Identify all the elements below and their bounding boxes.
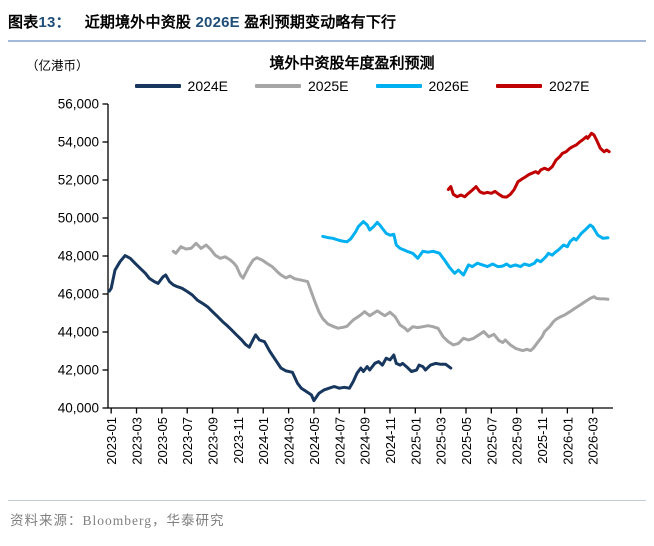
y-axis-tick-label: 48,000 (58, 249, 99, 264)
legend-item-2027e: 2027E (495, 78, 590, 94)
y-axis-tick-label: 42,000 (58, 363, 99, 378)
x-axis-tick-label: 2025-11 (535, 417, 550, 464)
y-axis-tick-label: 56,000 (58, 97, 99, 112)
figure-header: 图表13： 近期境外中资股 2026E 盈利预期变动略有下行 (8, 11, 646, 32)
y-axis-tick-label: 50,000 (58, 211, 99, 226)
axis-lines (107, 104, 613, 409)
x-axis-tick-label: 2026-03 (586, 417, 601, 465)
x-axis-tick-label: 2023-09 (206, 417, 221, 465)
legend-label-2024e: 2024E (187, 78, 229, 94)
y-axis-tick-label: 44,000 (58, 325, 99, 340)
legend-line-swatch-2026e (375, 84, 422, 88)
x-axis-tick-label: 2024-09 (358, 417, 373, 465)
header-divider-line (8, 40, 646, 42)
x-axis-tick-label: 2023-05 (155, 417, 170, 465)
x-axis-tick-label: 2025-03 (434, 417, 449, 465)
x-axis-tick-label: 2025-05 (459, 417, 474, 465)
legend-label-2026e: 2026E (428, 78, 469, 94)
x-axis-tick-label: 2024-05 (307, 417, 322, 465)
x-axis-tick-label: 2023-11 (231, 417, 246, 464)
figure-label-prefix: 图表 (8, 14, 39, 31)
legend-item-2025e: 2025E (255, 78, 349, 94)
legend-line-swatch-2027e (495, 84, 542, 88)
chart-legend: 2024E 2025E 2026E 2027E (110, 77, 614, 95)
series-line-2027e (446, 131, 611, 199)
footer-divider-line (8, 500, 646, 501)
series-line-2026e (321, 220, 610, 277)
figure-title-highlight: 2026E (195, 14, 240, 31)
y-axis-tick-label: 54,000 (58, 135, 99, 150)
legend-label-2025e: 2025E (308, 78, 349, 94)
x-axis-tick-label: 2023-03 (130, 417, 145, 465)
x-axis-tick-label: 2024-07 (332, 417, 347, 465)
y-axis-tick-label: 46,000 (58, 287, 99, 302)
y-axis-tick-label: 52,000 (58, 173, 99, 188)
series-line-2024e (107, 254, 453, 403)
x-axis-tick-label: 2025-09 (510, 417, 525, 465)
legend-line-swatch-2025e (255, 84, 302, 88)
y-axis-tick-label: 40,000 (58, 401, 99, 416)
chart-title: 境外中资股年度盈利预测 (269, 55, 435, 72)
x-axis-tick-label: 2025-01 (408, 417, 423, 465)
x-axis-tick-label: 2023-07 (180, 417, 195, 465)
x-axis-tick-label: 2024-01 (256, 417, 271, 465)
source-note: 资料来源：Bloomberg，华泰研究 (10, 513, 225, 528)
x-axis-tick-label: 2024-03 (282, 417, 297, 465)
series-line-2025e (171, 241, 610, 353)
legend-item-2026e: 2026E (375, 78, 469, 94)
figure-number: 13： (38, 14, 71, 31)
legend-item-2024e: 2024E (134, 78, 229, 94)
x-axis-tick-label: 2024-11 (383, 417, 398, 464)
x-axis-tick-label: 2023-01 (104, 417, 119, 465)
x-axis-tick-label: 2026-01 (560, 417, 575, 465)
x-axis-tick-label: 2025-07 (484, 417, 499, 465)
figure-title-part1: 近期境外中资股 (84, 14, 196, 31)
legend-line-swatch-2024e (134, 84, 181, 88)
figure-title-part2: 盈利预期变动略有下行 (239, 14, 397, 31)
legend-label-2027e: 2027E (548, 78, 590, 94)
y-axis-unit-label: （亿港币） (26, 59, 89, 73)
